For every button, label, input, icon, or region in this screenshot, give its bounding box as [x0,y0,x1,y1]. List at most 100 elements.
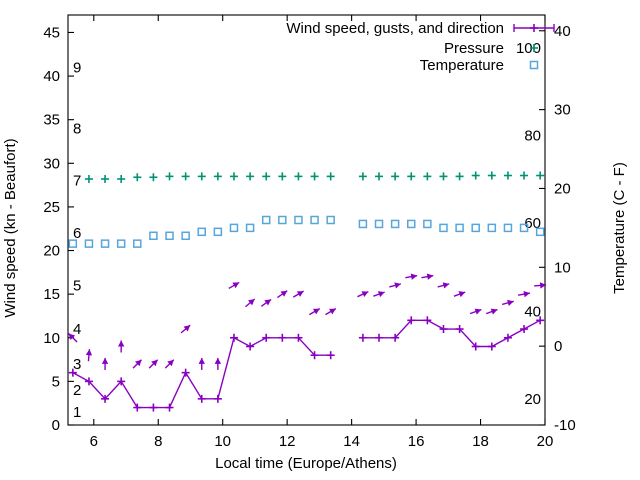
y2-tick-label: 10 [554,259,571,276]
beaufort-scale-labels: 1 2 3 4 5 6 7 8 9 [73,59,81,421]
gust-arrow-head [117,340,125,347]
gust-arrow-head [329,308,336,315]
temperature-marker [68,239,78,248]
temperature-marker [326,215,335,225]
y-axis-title: Wind speed (kn - Beaufort) [2,138,19,317]
gust-arrow-head [361,291,369,298]
gust-arrow-head [312,308,320,315]
temperature-marker [310,215,319,225]
x-tick-label: 6 [90,433,98,450]
temperature-marker [278,215,287,225]
x-tick-label: 18 [472,433,489,450]
gust-arrow-head [394,282,401,289]
gust-arrow-head [458,291,466,298]
temperature-marker [245,223,255,233]
temperature-marker [471,223,480,233]
y2-tick-label: 20 [554,180,571,197]
beaufort-label: 8 [73,120,81,137]
gust-arrow-head [183,325,191,332]
legend-label[interactable]: Temperature [420,57,504,74]
y2-tick-label: 0 [554,338,562,355]
temperature-marker [455,223,464,233]
gust-arrow-head [410,273,418,280]
gust-arrow-head [135,359,142,367]
gust-arrow-head [167,359,174,367]
gust-arrow-head [442,282,450,289]
beaufort-label: 3 [73,356,81,373]
beaufort-label: 5 [73,277,81,294]
y-tick-label: 40 [43,68,60,85]
beaufort-label: 6 [73,225,81,242]
gust-arrow-head [539,282,547,289]
gust-arrow-head [68,333,76,341]
plot-border [67,14,546,426]
y2-tick-label: 40 [554,23,571,40]
gust-arrow-head [523,290,530,298]
x-tick-label: 10 [214,433,231,450]
legend-label[interactable]: Wind speed, gusts, and direction [286,20,504,37]
plot-frame [67,14,546,426]
y-tick-label: 20 [43,243,60,260]
chart-legend[interactable]: Wind speed, gusts, and direction Pressure… [286,20,555,74]
x-axis-ticks: 6 8 10 12 14 16 18 20 [90,15,554,450]
y-tick-label: 30 [43,155,60,172]
gust-arrow-head [101,357,109,364]
temperature-marker [197,227,207,237]
y-tick-label: 35 [43,112,60,129]
temperature-marker [229,223,239,233]
gust-arrow-head [490,308,498,315]
temperature-marker [487,223,497,233]
x-tick-label: 14 [343,433,360,450]
beaufort-label: 7 [73,173,81,190]
series-gust-direction-arrows [68,273,547,370]
fahrenheit-label: 80 [524,128,541,145]
gust-arrow-head [264,299,272,306]
temperature-marker [374,219,384,229]
series-pressure [84,171,545,183]
series-temperature [68,215,545,248]
x-axis-title: Local time (Europe/Athens) [215,455,397,472]
gust-arrow-head [232,282,240,289]
beaufort-label: 1 [73,404,81,421]
y2-tick-label: -10 [554,417,576,434]
fahrenheit-label: 20 [524,391,541,408]
temperature-marker [84,239,94,248]
series-wind-speed [68,316,545,412]
gust-arrow-head [296,291,304,297]
x-tick-label: 8 [154,433,162,450]
y-tick-label: 45 [43,24,60,41]
y-tick-label: 0 [52,417,60,434]
temperature-marker [519,223,529,233]
gust-arrow-head [85,349,93,356]
gust-arrow-head [214,357,222,364]
temperature-marker [165,231,174,241]
y-tick-label: 25 [43,199,60,216]
temperature-marker [213,227,223,237]
beaufort-label: 2 [73,382,81,399]
x-tick-label: 20 [537,433,554,450]
temperature-marker [261,215,271,225]
y2-axis-title: Temperature (C - F) [611,162,628,294]
temperature-marker [181,231,190,241]
y-axis-ticks: 0 5 10 15 20 25 30 35 40 45 [43,24,74,434]
temperature-marker [116,239,126,248]
y-tick-label: 15 [43,286,60,303]
y-tick-label: 5 [52,373,60,390]
temperature-marker [294,215,303,225]
temperature-marker [358,219,368,229]
fahrenheit-label: 40 [524,303,541,320]
temperature-marker [406,219,416,229]
legend-label[interactable]: Pressure [444,40,504,57]
temperature-marker [149,231,158,241]
temperature-marker [390,219,400,229]
gust-arrow-head [248,299,255,306]
y2-axis-ticks: -10 0 10 20 30 40 [539,23,576,434]
temperature-marker [100,239,110,248]
gust-arrow-head [377,291,385,298]
gust-arrow-head [151,359,158,367]
x-tick-label: 16 [408,433,425,450]
legend-marker-temperature [529,60,539,70]
